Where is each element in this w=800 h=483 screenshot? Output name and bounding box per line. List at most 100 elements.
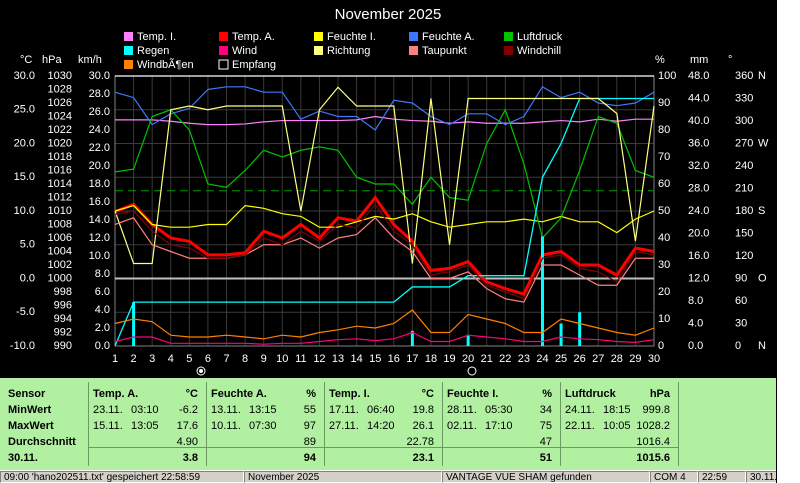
series-line xyxy=(114,331,655,345)
cell-date: 23.11. xyxy=(93,404,123,416)
legend-label: Windchill xyxy=(517,45,561,57)
series-line xyxy=(114,85,655,131)
cell-value: 47 xyxy=(539,436,552,448)
cell-time: 05:30 xyxy=(485,404,513,416)
legend-swatch xyxy=(124,32,133,41)
column-separator xyxy=(678,382,679,466)
x-tick-label: 27 xyxy=(592,353,604,365)
x-tick-label: 3 xyxy=(149,353,155,365)
y-tick-label: 90 xyxy=(658,97,670,109)
cell-date: 02.11. xyxy=(447,420,477,432)
y-tick-label: 1030 xyxy=(48,70,72,82)
cell-value: 89 xyxy=(303,436,316,448)
x-tick-label: 21 xyxy=(481,353,493,365)
compass-label: N xyxy=(758,70,766,82)
cell-value: -6.2 xyxy=(179,404,198,416)
legend-swatch xyxy=(124,46,133,55)
row-label: MinWert xyxy=(8,404,52,416)
x-tick-label: 30 xyxy=(648,353,660,365)
y-tick-label: -10.0 xyxy=(10,340,35,352)
y-tick-label: 50 xyxy=(658,205,670,217)
cell-date: 28.11. xyxy=(447,404,477,416)
rain-bar xyxy=(410,330,414,346)
rain-bar xyxy=(132,302,136,346)
y-tick-label: 998 xyxy=(54,286,72,298)
legend-swatch xyxy=(409,32,418,41)
y-tick-label: 996 xyxy=(54,299,72,311)
axis-unit-label: ° xyxy=(728,54,732,66)
legend-label: Empfang xyxy=(232,59,276,71)
y-tick-label: 1024 xyxy=(48,110,72,122)
rain-bar xyxy=(540,236,544,346)
rain-bar xyxy=(466,334,470,346)
series-line xyxy=(115,115,654,126)
legend-swatch xyxy=(219,46,228,55)
y-tick-label: 300 xyxy=(735,115,753,127)
y-tick-label: 8.0 xyxy=(688,295,703,307)
x-tick-label: 22 xyxy=(499,353,511,365)
x-tick-label: 8 xyxy=(242,353,248,365)
y-tick-label: 1028 xyxy=(48,83,72,95)
cell-date: 27.11. xyxy=(329,420,359,432)
cell-time: 14:20 xyxy=(367,420,395,432)
series-line xyxy=(114,309,655,340)
y-tick-label: 100 xyxy=(658,70,676,82)
y-tick-label: 1006 xyxy=(48,232,72,244)
column-header: Feuchte I. xyxy=(447,388,499,400)
y-tick-label: 360 xyxy=(735,70,753,82)
row-separator xyxy=(88,447,678,448)
y-tick-label: 0.0 xyxy=(688,340,703,352)
x-tick-label: 19 xyxy=(443,353,455,365)
y-tick-label: 30 xyxy=(658,259,670,271)
axis-unit-label: hPa xyxy=(42,54,62,66)
column-header: Luftdruck xyxy=(565,388,616,400)
rain-bar xyxy=(559,323,563,346)
y-tick-label: 14.0 xyxy=(89,214,110,226)
x-tick-label: 14 xyxy=(350,353,362,365)
y-tick-label: 240 xyxy=(735,160,753,172)
y-tick-label: 6.0 xyxy=(95,286,110,298)
axis-unit-label: mm xyxy=(690,54,708,66)
moon-phase-icon xyxy=(467,366,477,376)
series-line xyxy=(114,194,655,296)
x-tick-label: 18 xyxy=(425,353,437,365)
cell-value: 26.1 xyxy=(412,420,434,432)
y-tick-label: 80 xyxy=(658,124,670,136)
y-tick-label: 0 xyxy=(658,340,664,352)
legend-label: Feuchte A. xyxy=(422,31,475,43)
x-tick-label: 23 xyxy=(518,353,530,365)
y-tick-label: 10.0 xyxy=(89,250,110,262)
compass-label: W xyxy=(758,137,769,149)
status-field: November 2025 xyxy=(244,471,442,483)
status-field: 22:59 xyxy=(698,471,746,483)
cell-value: 1028.2 xyxy=(636,420,670,432)
legend-swatch xyxy=(314,46,323,55)
rain-bar xyxy=(578,312,582,346)
legend-swatch xyxy=(219,32,228,41)
column-header: Temp. I. xyxy=(329,388,370,400)
y-tick-label: 10 xyxy=(658,313,670,325)
cell-value: 51 xyxy=(539,452,552,464)
window-edge xyxy=(776,0,800,483)
x-tick-label: 12 xyxy=(313,353,325,365)
cell-value: 55 xyxy=(303,404,316,416)
status-bar: 09:00 'hano202511.txt' gespeichert 22:58… xyxy=(0,471,800,483)
legend-swatch xyxy=(218,59,229,70)
status-field: COM 4 xyxy=(650,471,698,483)
legend-label: Wind xyxy=(232,45,257,57)
y-tick-label: 270 xyxy=(735,137,753,149)
y-tick-label: 48.0 xyxy=(688,70,709,82)
x-tick-label: 24 xyxy=(536,353,548,365)
compass-label: N xyxy=(758,340,766,352)
legend-label: Regen xyxy=(137,45,169,57)
y-tick-label: 1004 xyxy=(48,245,72,257)
cell-value: 75 xyxy=(539,420,552,432)
legend-label: Feuchte I. xyxy=(327,31,376,43)
rain-total-line xyxy=(114,97,654,347)
y-tick-label: 994 xyxy=(54,313,72,325)
series-line xyxy=(114,108,655,240)
cell-date: 22.11. xyxy=(565,420,595,432)
x-tick-label: 25 xyxy=(555,353,567,365)
y-tick-label: 15.0 xyxy=(14,171,35,183)
